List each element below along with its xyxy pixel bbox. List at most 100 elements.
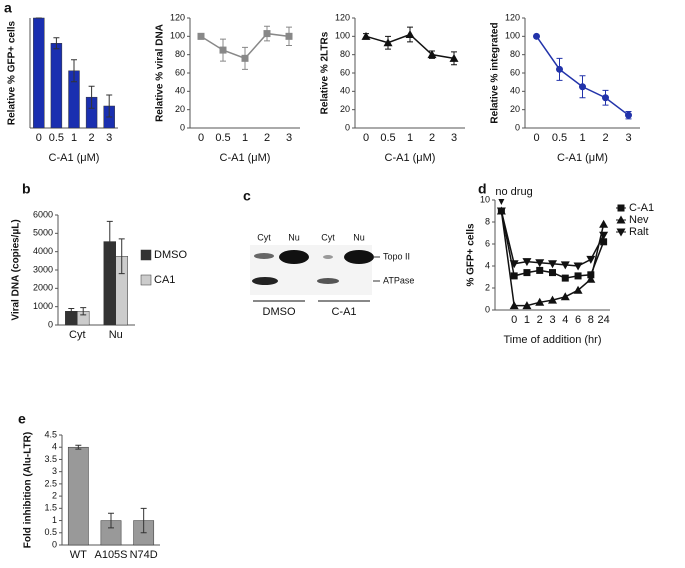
y-tick-label: 0 [485,304,490,314]
legend-marker [617,204,625,212]
panel-label: b [22,181,31,197]
bar [50,43,63,129]
y-tick-label: 10 [480,194,490,204]
legend-label: Nev [629,214,649,226]
y-tick-label: 4000 [33,246,53,256]
y-tick-label: 20 [510,104,520,114]
group-label: DMSO [263,306,296,318]
error-bar [106,94,113,118]
error-bar [53,37,60,50]
y-axis-label: Relative % GFP+ cells [7,20,18,125]
y-tick-label: 20 [340,104,350,114]
y-tick-label: 2 [52,490,57,500]
marker [599,231,609,240]
x-tick-label: 1 [579,132,585,144]
legend-label: CA1 [154,274,175,286]
legend-swatch [140,274,152,286]
marker [574,272,582,280]
x-tick-label: 0 [533,132,539,144]
x-tick-label: 0.5 [215,132,230,144]
marker [509,301,519,310]
band [254,253,274,259]
group-label: C-A1 [331,306,356,318]
marker [560,261,570,270]
marker [561,274,569,282]
legend-label: Ralt [629,226,649,238]
y-tick-label: 60 [175,67,185,77]
x-tick-label: 2 [429,132,435,144]
legend-swatch [140,249,152,261]
error-bar [88,85,95,109]
legend-marker [616,215,626,224]
x-tick-label: Nu [109,329,123,341]
y-tick-label: 120 [505,12,520,22]
y-tick-label: 5000 [33,228,53,238]
y-tick-label: 100 [170,31,185,41]
marker [361,31,371,40]
y-tick-label: 6000 [33,209,53,219]
y-axis-label: % GFP+ cells [466,223,477,287]
marker [510,272,518,280]
marker [573,285,583,294]
x-tick-label: 3 [286,132,292,144]
y-tick-label: 3000 [33,264,53,274]
bar [67,446,89,546]
marker [549,269,556,277]
marker [405,30,415,38]
y-tick-label: 1.5 [44,503,57,513]
x-tick-label: 4 [562,314,568,326]
marker [586,255,596,264]
y-tick-label: 0 [48,319,53,329]
x-tick-label: 1 [71,132,77,144]
x-axis-label: Time of addition (hr) [503,334,601,346]
y-tick-label: 120 [170,12,185,22]
marker [533,32,540,40]
x-tick-label: 24 [597,314,609,326]
y-tick-label: 3 [52,466,57,476]
x-tick-label: 2 [89,132,95,144]
error-bar [75,444,82,450]
band [344,250,374,264]
x-tick-label: A105S [94,549,127,561]
x-tick-label: 0.5 [49,132,64,144]
x-tick-label: 2 [537,314,543,326]
bar [33,17,45,129]
panel-label: c [243,188,251,204]
marker [535,297,545,306]
y-tick-label: 40 [340,86,350,96]
lane-label: Cyt [321,232,335,242]
marker [586,274,596,283]
y-tick-label: 100 [505,31,520,41]
y-tick-label: 0 [180,122,185,132]
marker [522,301,532,310]
y-tick-label: 80 [510,49,520,59]
x-axis-label: C-A1 (μM) [49,152,100,164]
legend-label: C-A1 [629,202,654,214]
error-bar [140,507,147,534]
error-bar [106,220,113,263]
marker [535,259,545,268]
marker [602,94,609,102]
x-tick-label: WT [70,549,87,561]
x-tick-label: 3 [451,132,457,144]
marker [197,32,205,40]
y-tick-label: 8 [485,216,490,226]
panel-label: a [4,0,12,16]
y-tick-label: 60 [340,67,350,77]
legend-label: DMSO [154,249,187,261]
x-axis-label: C-A1 (μM) [385,152,436,164]
x-axis-label: C-A1 (μM) [557,152,608,164]
band [323,255,333,259]
y-tick-label: 4 [485,260,490,270]
marker [579,83,586,91]
marker [383,38,393,47]
marker [536,266,544,274]
marker [556,65,563,73]
y-tick-label: 1 [52,515,57,525]
y-tick-label: 80 [340,49,350,59]
x-tick-label: 0 [363,132,369,144]
marker [599,219,609,228]
marker [560,292,570,301]
y-axis-label: Relative % integrated [490,22,501,123]
